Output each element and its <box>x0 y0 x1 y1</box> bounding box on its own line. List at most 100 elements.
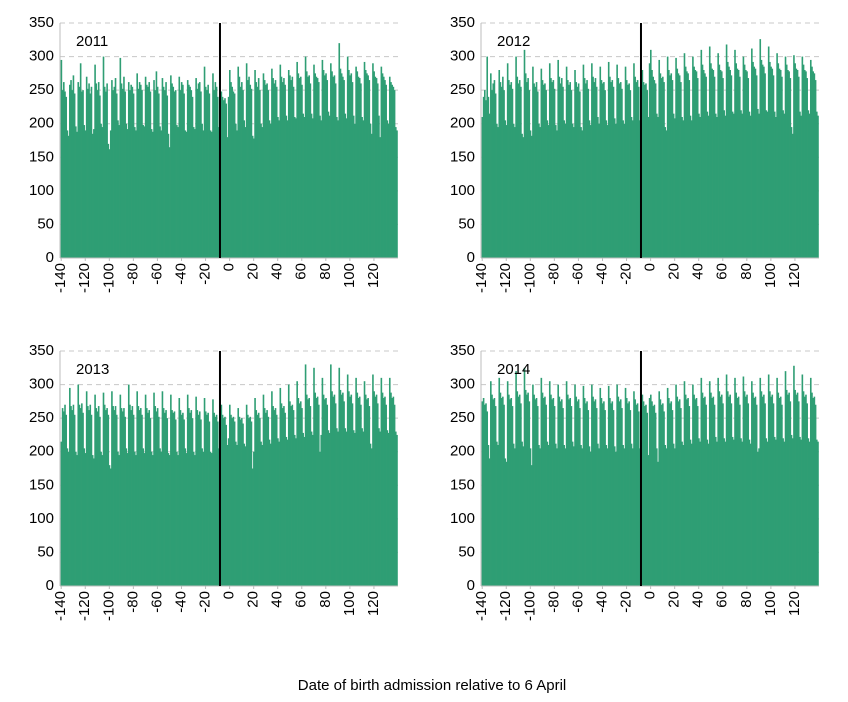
bar <box>628 83 630 258</box>
bar <box>503 404 505 586</box>
bar <box>790 127 793 258</box>
bar <box>481 401 484 586</box>
bar <box>698 438 700 586</box>
bar <box>354 123 356 258</box>
bar <box>345 118 348 258</box>
bar <box>362 120 365 258</box>
bar <box>711 398 713 586</box>
bar <box>214 82 217 258</box>
bar <box>170 75 172 258</box>
bar <box>674 118 676 258</box>
bar <box>705 404 707 586</box>
bar <box>503 90 505 259</box>
bar <box>384 396 386 586</box>
bar <box>784 56 787 259</box>
bar <box>385 404 387 586</box>
bar <box>343 401 345 586</box>
bar <box>781 404 783 586</box>
bar <box>482 398 485 586</box>
x-tick-label: 60 <box>293 591 310 608</box>
bar <box>568 399 570 586</box>
bar <box>129 90 131 259</box>
bar <box>496 441 498 586</box>
bar <box>785 389 788 586</box>
bar <box>316 396 319 586</box>
bar <box>520 403 522 586</box>
bar <box>760 391 763 586</box>
bar <box>125 123 128 258</box>
x-tick-label: -140 <box>473 263 490 293</box>
bar <box>711 68 713 259</box>
bar <box>160 130 163 258</box>
bar <box>683 381 686 586</box>
bar <box>712 396 715 586</box>
bar <box>207 412 209 586</box>
bar <box>562 86 564 259</box>
bar <box>498 70 501 258</box>
bar <box>568 84 570 259</box>
bar <box>747 403 750 586</box>
bar <box>592 76 594 258</box>
bar <box>204 86 207 259</box>
bar <box>487 96 490 258</box>
bar <box>548 63 551 259</box>
bar <box>189 412 191 586</box>
bar <box>164 412 166 586</box>
bar <box>127 82 130 258</box>
bar <box>315 398 318 586</box>
bar <box>195 396 197 586</box>
bar <box>789 78 792 258</box>
bar <box>60 59 63 258</box>
bar <box>778 398 781 586</box>
panel-title: 2011 <box>76 33 108 50</box>
bar <box>524 389 527 586</box>
y-tick-label: 50 <box>37 215 54 232</box>
bar <box>96 90 99 259</box>
x-tick-label: -140 <box>473 591 490 621</box>
bar <box>809 377 812 586</box>
bar <box>308 75 310 258</box>
bar <box>601 83 604 258</box>
bar <box>625 398 628 586</box>
bar <box>684 394 687 586</box>
bar <box>757 451 759 586</box>
bar <box>562 408 564 586</box>
x-tick-label: -80 <box>124 263 141 285</box>
bar <box>749 115 752 259</box>
bar <box>676 396 679 586</box>
bar <box>650 49 652 258</box>
bar <box>565 381 568 586</box>
bar <box>551 399 553 586</box>
bar <box>618 83 621 258</box>
bar <box>269 123 272 258</box>
bar <box>731 111 734 258</box>
bar <box>290 406 292 586</box>
bar <box>390 82 392 258</box>
bar <box>800 115 802 259</box>
bar <box>660 404 663 586</box>
bar <box>305 394 308 586</box>
bar <box>539 127 541 258</box>
bar <box>723 438 725 586</box>
bar <box>803 396 806 586</box>
bar <box>693 66 695 259</box>
bar <box>185 453 188 586</box>
bar <box>743 64 746 258</box>
bar <box>625 80 628 258</box>
bar <box>515 56 517 259</box>
bar <box>559 83 562 258</box>
bar <box>755 75 758 258</box>
bar <box>75 451 77 586</box>
bar <box>357 76 360 258</box>
bar <box>81 91 83 258</box>
bar <box>132 93 135 258</box>
bar <box>772 403 775 586</box>
bar <box>701 392 704 586</box>
bar <box>788 71 790 258</box>
bar <box>253 138 255 258</box>
bar <box>767 46 770 258</box>
bar <box>322 70 325 258</box>
bar <box>796 392 799 586</box>
bar <box>142 448 144 586</box>
